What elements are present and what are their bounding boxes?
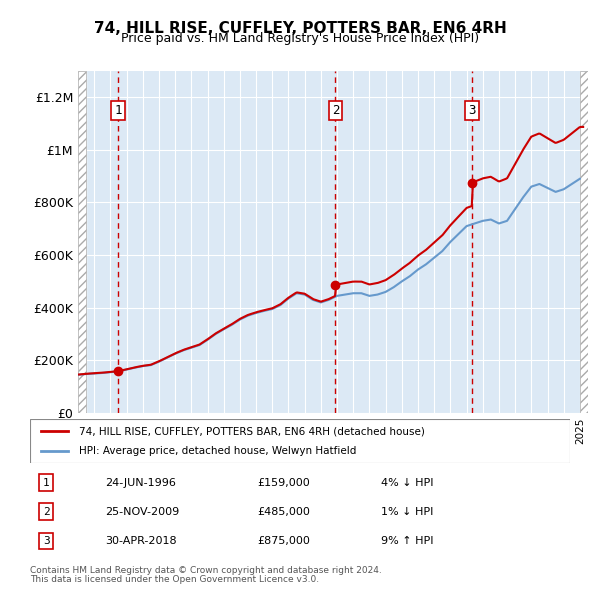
- Text: 2: 2: [43, 507, 50, 517]
- Text: 30-APR-2018: 30-APR-2018: [106, 536, 177, 546]
- Text: 25-NOV-2009: 25-NOV-2009: [106, 507, 180, 517]
- Text: 3: 3: [43, 536, 50, 546]
- Text: Price paid vs. HM Land Registry's House Price Index (HPI): Price paid vs. HM Land Registry's House …: [121, 32, 479, 45]
- Text: 2: 2: [332, 104, 339, 117]
- Text: 9% ↑ HPI: 9% ↑ HPI: [381, 536, 433, 546]
- Text: Contains HM Land Registry data © Crown copyright and database right 2024.: Contains HM Land Registry data © Crown c…: [30, 566, 382, 575]
- Bar: [78, 71, 86, 413]
- Text: 1: 1: [43, 477, 50, 487]
- Text: 74, HILL RISE, CUFFLEY, POTTERS BAR, EN6 4RH: 74, HILL RISE, CUFFLEY, POTTERS BAR, EN6…: [94, 21, 506, 35]
- Text: 24-JUN-1996: 24-JUN-1996: [106, 477, 176, 487]
- Text: This data is licensed under the Open Government Licence v3.0.: This data is licensed under the Open Gov…: [30, 575, 319, 584]
- FancyBboxPatch shape: [30, 419, 570, 463]
- Text: £875,000: £875,000: [257, 536, 310, 546]
- Text: 1% ↓ HPI: 1% ↓ HPI: [381, 507, 433, 517]
- Text: £159,000: £159,000: [257, 477, 310, 487]
- Text: HPI: Average price, detached house, Welwyn Hatfield: HPI: Average price, detached house, Welw…: [79, 446, 356, 455]
- Text: 3: 3: [468, 104, 476, 117]
- Text: 1: 1: [115, 104, 122, 117]
- Text: 4% ↓ HPI: 4% ↓ HPI: [381, 477, 433, 487]
- Text: £485,000: £485,000: [257, 507, 310, 517]
- Text: 74, HILL RISE, CUFFLEY, POTTERS BAR, EN6 4RH (detached house): 74, HILL RISE, CUFFLEY, POTTERS BAR, EN6…: [79, 427, 424, 436]
